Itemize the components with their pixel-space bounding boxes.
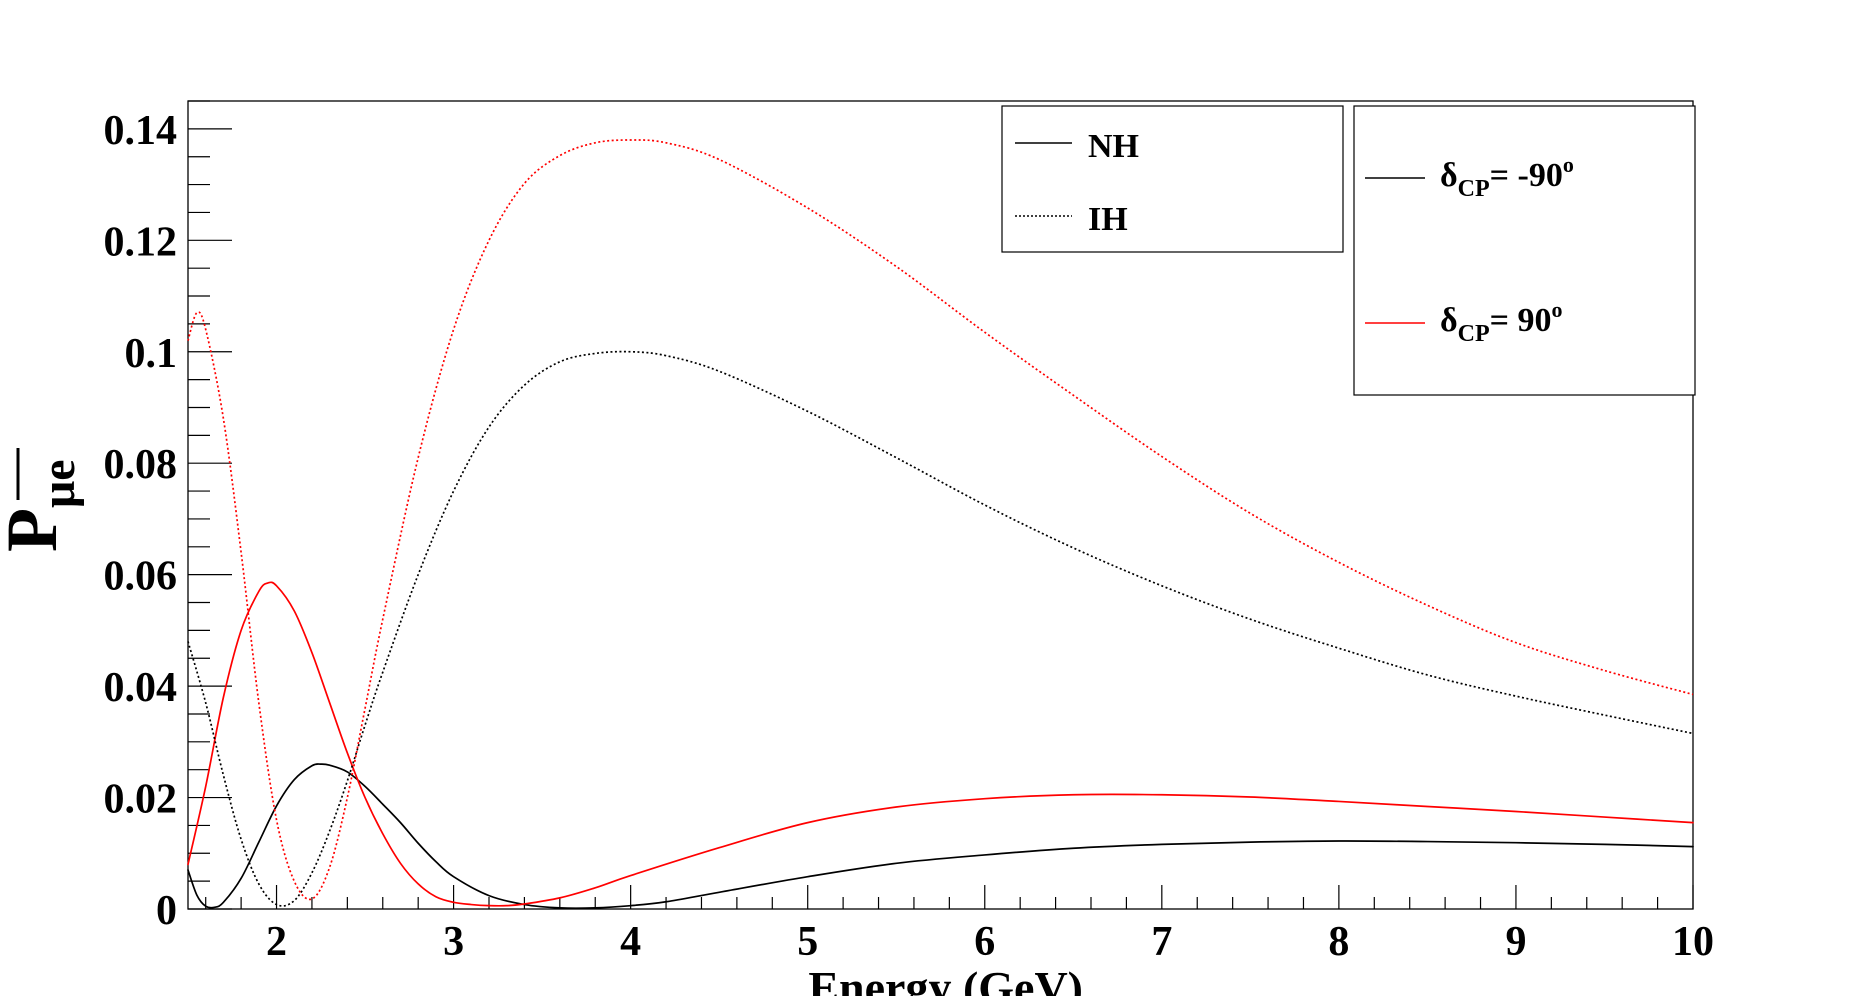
x-tick-label: 7 (1151, 919, 1172, 965)
x-tick-label: 6 (974, 919, 995, 965)
legend-hierarchy-box (1001, 105, 1344, 253)
y-tick-label: 0.08 (104, 442, 178, 488)
x-tick-label: 10 (1672, 919, 1714, 965)
legend-cp-plus90-sup: o (1552, 297, 1563, 322)
series-line-1 (187, 581, 1694, 907)
svg-text:Pμe: Pμe (0, 460, 85, 553)
y-tick-label: 0.1 (125, 331, 178, 377)
legend-cp-minus90-sub: CP (1458, 176, 1490, 202)
y-tick-label: 0.14 (104, 108, 178, 154)
legend-cp-box (1353, 105, 1696, 396)
y-tick-label: 0.02 (104, 777, 178, 823)
y-tick-label: 0 (156, 888, 177, 934)
legend-cp-minus90-label: δCP= -90o (1440, 152, 1574, 202)
legend-hierarchy: NH IH (1001, 105, 1344, 253)
y-tick-label: 0.12 (104, 219, 178, 265)
x-tick-label: 5 (797, 919, 818, 965)
y-axis-tick-labels: 0 0.02 0.04 0.06 0.08 0.1 0.12 0.14 (104, 108, 178, 934)
legend-cp-minus90-value: = -90 (1490, 157, 1563, 194)
plot-frame (187, 100, 1694, 910)
legend-cp-plus90-label: δCP= 90o (1440, 297, 1563, 347)
legend-cp-minus90-sup: o (1563, 152, 1574, 177)
y-axis-title-main: P (0, 508, 72, 552)
x-tick-label: 8 (1328, 919, 1349, 965)
y-tick-label: 0.04 (104, 665, 178, 711)
x-tick-label: 2 (266, 919, 287, 965)
legend-cp-minus90-delta: δ (1440, 157, 1458, 194)
y-axis-title-sub: μe (32, 460, 85, 509)
x-tick-label: 9 (1505, 919, 1526, 965)
legend-cp-plus90-delta: δ (1440, 302, 1458, 339)
series-layer (187, 139, 1694, 910)
y-axis-title: Pμe (0, 448, 85, 552)
x-tick-label: 3 (443, 919, 464, 965)
x-axis-title: Energy (GeV) (808, 962, 1083, 996)
x-axis-ticks (205, 885, 1694, 909)
legend-cp-plus90-value: = 90 (1490, 302, 1552, 339)
legend-cp-plus90-sub: CP (1458, 321, 1490, 347)
y-axis-ticks (188, 100, 232, 910)
legend-ih-label: IH (1088, 201, 1128, 238)
x-axis-tick-labels: 2 3 4 5 6 7 8 9 10 (266, 919, 1714, 965)
x-tick-label: 4 (620, 919, 641, 965)
y-tick-label: 0.06 (104, 554, 178, 600)
series-line-0 (187, 763, 1694, 910)
legend-nh-label: NH (1088, 128, 1139, 165)
series-line-3 (187, 139, 1694, 901)
legend-cp: δCP= -90o δCP= 90o (1353, 105, 1696, 396)
series-line-2 (187, 350, 1694, 907)
